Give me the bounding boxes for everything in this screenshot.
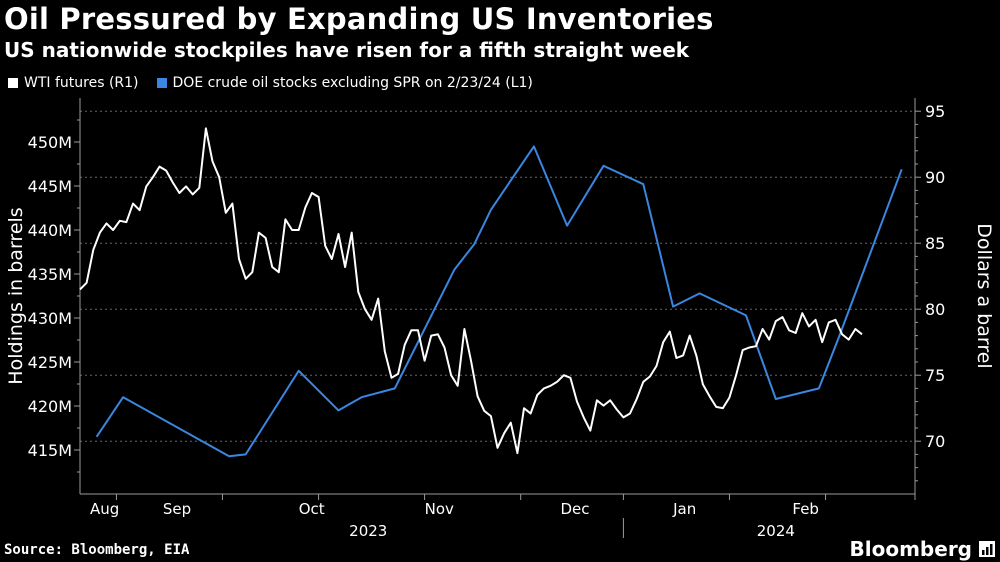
right-tick-label-3: 85 xyxy=(925,234,945,253)
right-tick-label-5: 95 xyxy=(925,102,945,121)
left-tick-label-0: 415M xyxy=(28,441,72,460)
x-month-label-1: Sep xyxy=(163,500,191,518)
x-month-label-3: Nov xyxy=(425,500,454,518)
legend-label-wti: WTI futures (R1) xyxy=(24,75,139,91)
right-tick-label-2: 80 xyxy=(925,300,945,319)
left-tick-label-3: 430M xyxy=(28,309,72,328)
left-tick-label-7: 450M xyxy=(28,133,72,152)
right-axis-title: Dollars a barrel xyxy=(973,223,995,368)
left-tick-label-5: 440M xyxy=(28,221,72,240)
source-note: Source: Bloomberg, EIA xyxy=(4,542,190,558)
x-month-label-4: Dec xyxy=(560,500,589,518)
right-tick-label-4: 90 xyxy=(925,168,945,187)
bloomberg-mark-icon xyxy=(979,541,995,557)
right-tick-label-1: 75 xyxy=(925,366,945,385)
right-tick-label-0: 70 xyxy=(925,432,945,451)
left-tick-label-4: 435M xyxy=(28,265,72,284)
x-month-label-6: Feb xyxy=(792,500,819,518)
legend-swatch-doe xyxy=(156,78,167,88)
brand-logo: Bloomberg xyxy=(849,537,972,561)
legend-item-doe: DOE crude oil stocks excluding SPR on 2/… xyxy=(156,75,533,91)
legend-item-wti: WTI futures (R1) xyxy=(8,75,139,91)
chart-subtitle: US nationwide stockpiles have risen for … xyxy=(4,38,690,62)
left-tick-label-2: 425M xyxy=(28,353,72,372)
legend-label-doe: DOE crude oil stocks excluding SPR on 2/… xyxy=(172,75,533,91)
x-year-label-0: 2023 xyxy=(349,522,387,540)
x-month-label-5: Jan xyxy=(672,500,696,518)
x-month-label-2: Oct xyxy=(299,500,325,518)
left-axis-title: Holdings in barrels xyxy=(5,207,27,384)
legend: WTI futures (R1) DOE crude oil stocks ex… xyxy=(8,75,533,91)
left-tick-label-6: 445M xyxy=(28,177,72,196)
series-line-doe-stocks xyxy=(95,145,903,458)
x-year-label-1: 2024 xyxy=(757,522,795,540)
legend-swatch-wti xyxy=(8,78,18,88)
x-month-label-0: Aug xyxy=(90,500,119,518)
series-line-wti-futures xyxy=(79,127,863,455)
chart-title: Oil Pressured by Expanding US Inventorie… xyxy=(4,2,714,36)
left-tick-label-1: 420M xyxy=(28,397,72,416)
